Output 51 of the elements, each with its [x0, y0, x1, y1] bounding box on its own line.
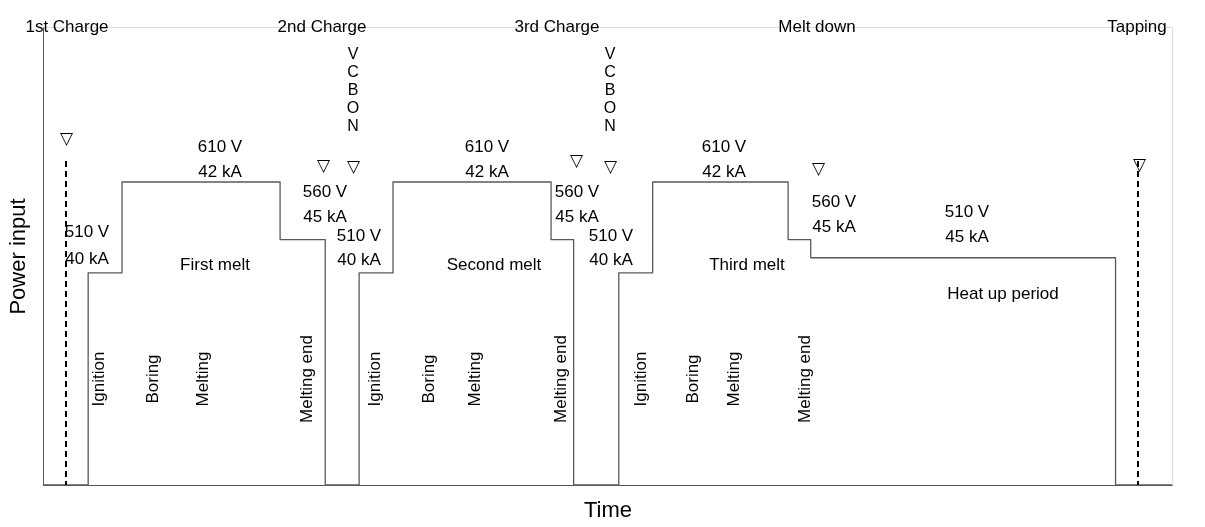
annotation: Heat up period [947, 284, 1059, 303]
text: 610 V [701, 137, 747, 156]
annotation: Boring [419, 354, 438, 404]
text: Tapping [1107, 17, 1167, 36]
annotation: 560 V [811, 192, 857, 211]
text: ▽ [811, 159, 826, 178]
annotation: Boring [683, 354, 702, 404]
annotation: 560 V [302, 182, 348, 201]
text: 610 V [464, 137, 510, 156]
annotation: Third melt [709, 255, 786, 274]
text: 42 kA [198, 162, 243, 181]
text: ▽ [316, 156, 331, 175]
annotation: Melting end [795, 335, 814, 423]
text: VCB ON [603, 45, 617, 134]
annotation: Boring [143, 354, 162, 404]
text: 1st Charge [25, 17, 109, 36]
annotation: 45 kA [555, 207, 600, 226]
text: VCB ON [346, 45, 360, 134]
annotation: 45 kA [945, 227, 990, 246]
x-axis-title: Time [583, 496, 633, 522]
y-axis-title: Power input [4, 198, 30, 315]
text: 3rd Charge [514, 17, 600, 36]
text: ▽ [569, 151, 584, 170]
annotation: Melting [193, 351, 212, 407]
annotation: Melting end [297, 335, 316, 423]
annotation: First melt [180, 255, 251, 274]
annotation: 40 kA [589, 250, 634, 269]
text: ▽ [346, 157, 361, 176]
text: 42 kA [702, 162, 747, 181]
annotation: 40 kA [337, 250, 382, 269]
annotation: Melting [724, 351, 743, 407]
annotation: Melting end [551, 335, 570, 423]
text: 2nd Charge [277, 17, 367, 36]
text: 42 kA [465, 162, 510, 181]
annotation: Ignition [631, 351, 650, 407]
annotation: 45 kA [303, 207, 348, 226]
annotation: 560 V [554, 182, 600, 201]
annotation: Ignition [89, 351, 108, 407]
annotation: 510 V [336, 226, 382, 245]
text: ▽ [603, 157, 618, 176]
annotation: Ignition [365, 351, 384, 407]
text: ▽ [1132, 155, 1147, 174]
annotation: 45 kA [812, 217, 857, 236]
annotation: 510 V [944, 202, 990, 221]
annotation: 40 kA [65, 249, 110, 268]
text: Melt down [778, 17, 856, 36]
annotation: 510 V [588, 226, 634, 245]
text: 610 V [197, 137, 243, 156]
annotation: Melting [465, 351, 484, 407]
annotation: Second melt [446, 255, 542, 274]
text: ▽ [59, 129, 74, 148]
